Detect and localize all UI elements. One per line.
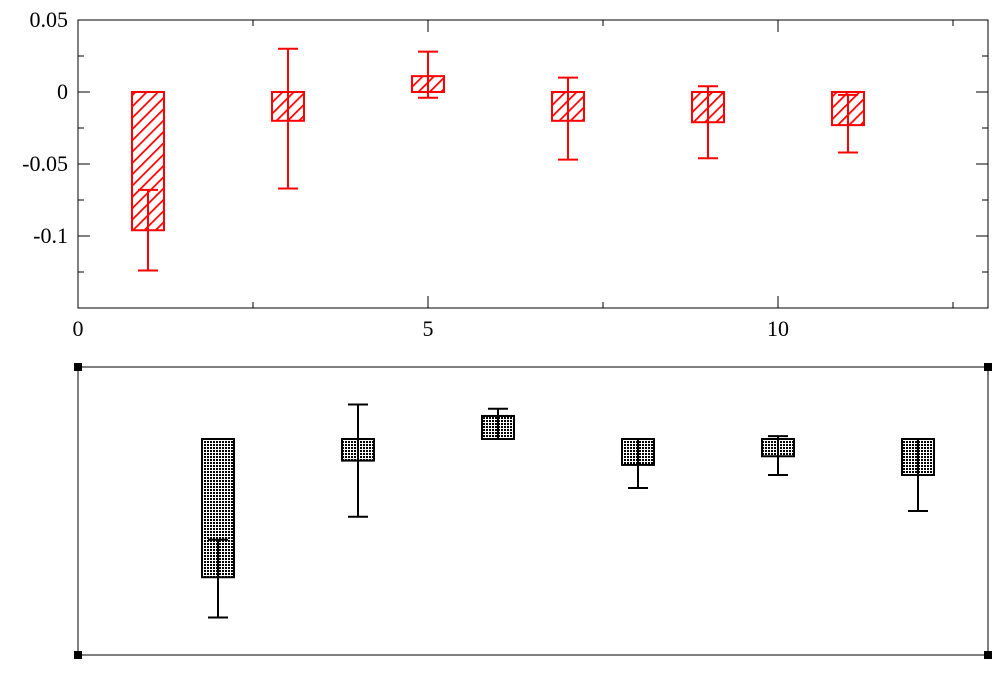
y-tick-label: 0	[57, 79, 68, 104]
x-tick-label: 5	[423, 316, 434, 341]
x-tick-label: 10	[767, 316, 789, 341]
top-chart: 0.05 0 -0.05 -0.1 0 5 10	[22, 7, 989, 341]
selection-handle-top-left[interactable]	[74, 363, 82, 371]
selection-handle-top-right[interactable]	[984, 363, 992, 371]
top-chart-axes: 0.05 0 -0.05 -0.1 0 5 10	[22, 7, 988, 341]
bar	[131, 91, 165, 232]
bottom-plot-frame[interactable]	[77, 366, 989, 656]
bottom-chart-marks	[201, 403, 935, 619]
bar	[201, 438, 235, 579]
selection-handle-bottom-left[interactable]	[74, 651, 82, 659]
y-tick-label: -0.1	[33, 223, 68, 248]
selection-handle-bottom-right[interactable]	[984, 651, 992, 659]
x-tick-label: 0	[73, 316, 84, 341]
y-tick-label: 0.05	[30, 7, 69, 32]
bottom-chart[interactable]	[74, 363, 992, 659]
top-plot-frame	[77, 19, 989, 309]
top-chart-marks	[131, 47, 865, 272]
y-tick-label: -0.05	[22, 151, 68, 176]
